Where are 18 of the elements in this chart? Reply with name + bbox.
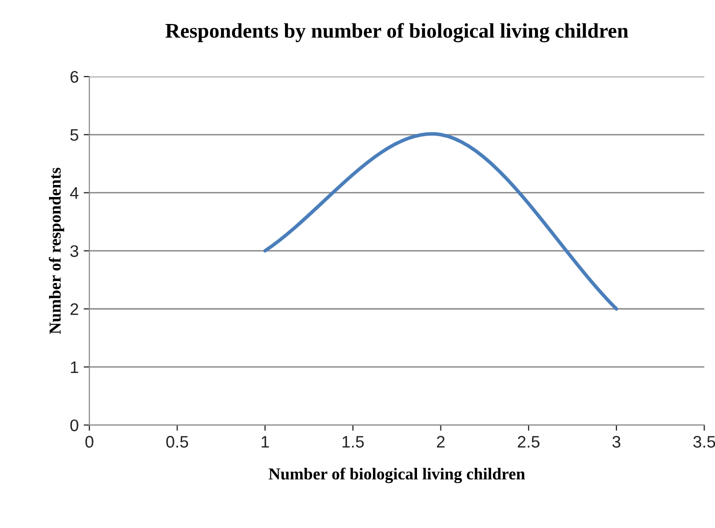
x-tick-label: 3	[612, 436, 620, 448]
x-tick-label: 2	[436, 436, 445, 448]
x-tick-label: 1.5	[342, 436, 364, 448]
y-tick-label: 4	[70, 187, 78, 199]
x-tick-label: 0	[85, 436, 94, 448]
y-tick-label: 2	[70, 303, 78, 315]
x-tick-label: 2.5	[518, 436, 540, 448]
y-tick-label: 5	[70, 129, 78, 141]
y-tick-label: 1	[70, 362, 78, 373]
x-tick-label: 1	[262, 436, 269, 448]
y-axis-title: Number of respondents	[48, 168, 64, 334]
x-tick-label: 3.5	[693, 436, 715, 448]
y-tick-label: 6	[70, 70, 78, 83]
chart-title: Respondents by number of biological living children	[165, 23, 628, 42]
x-tick-label: 0.5	[166, 436, 188, 448]
x-axis-title: Number of biological living children	[268, 468, 525, 484]
y-tick-label: 3	[70, 245, 78, 258]
y-tick-label: 0	[70, 419, 78, 432]
